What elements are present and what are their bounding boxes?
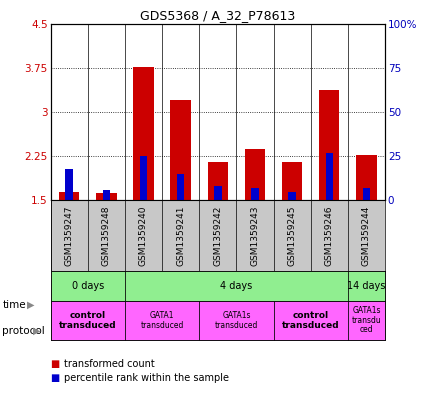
Bar <box>140 156 147 200</box>
Text: GSM1359241: GSM1359241 <box>176 206 185 266</box>
Title: GDS5368 / A_32_P78613: GDS5368 / A_32_P78613 <box>140 9 295 22</box>
Bar <box>103 190 110 200</box>
Bar <box>326 153 333 200</box>
Bar <box>133 67 154 200</box>
Bar <box>199 301 274 340</box>
Text: ■: ■ <box>51 358 60 369</box>
Bar <box>348 271 385 301</box>
Bar <box>66 169 73 200</box>
Text: 0 days: 0 days <box>72 281 104 291</box>
Text: GSM1359248: GSM1359248 <box>102 206 111 266</box>
Bar <box>170 100 191 200</box>
Text: ▶: ▶ <box>27 299 35 310</box>
Bar <box>125 301 199 340</box>
Text: percentile rank within the sample: percentile rank within the sample <box>64 373 229 383</box>
Text: transformed count: transformed count <box>64 358 154 369</box>
Bar <box>51 271 125 301</box>
Text: protocol: protocol <box>2 326 45 336</box>
Bar <box>251 188 259 200</box>
Text: 4 days: 4 days <box>220 281 253 291</box>
Bar <box>245 149 265 200</box>
Text: GSM1359244: GSM1359244 <box>362 206 371 266</box>
Text: time: time <box>2 299 26 310</box>
Text: 14 days: 14 days <box>347 281 385 291</box>
Text: GSM1359242: GSM1359242 <box>213 206 222 266</box>
Bar <box>214 186 221 200</box>
Text: control
transduced: control transduced <box>282 311 340 330</box>
Text: GATA1s
transdu
ced: GATA1s transdu ced <box>352 306 381 334</box>
Bar <box>59 191 79 200</box>
Bar <box>282 162 302 200</box>
Text: ▶: ▶ <box>33 326 40 336</box>
Bar <box>177 174 184 200</box>
Bar <box>208 162 228 200</box>
Bar <box>274 301 348 340</box>
Text: GATA1
transduced: GATA1 transduced <box>140 311 184 330</box>
Text: GSM1359245: GSM1359245 <box>288 206 297 266</box>
Bar <box>96 193 117 200</box>
Text: GSM1359243: GSM1359243 <box>250 206 260 266</box>
Text: GATA1s
transduced: GATA1s transduced <box>215 311 258 330</box>
Text: GSM1359240: GSM1359240 <box>139 206 148 266</box>
Bar <box>348 301 385 340</box>
Text: control
transduced: control transduced <box>59 311 117 330</box>
Bar <box>356 155 377 200</box>
Text: GSM1359247: GSM1359247 <box>65 206 73 266</box>
Bar <box>51 301 125 340</box>
Bar <box>319 90 340 200</box>
Bar <box>125 271 348 301</box>
Text: GSM1359246: GSM1359246 <box>325 206 334 266</box>
Bar <box>363 188 370 200</box>
Text: ■: ■ <box>51 373 60 383</box>
Bar <box>288 191 296 200</box>
